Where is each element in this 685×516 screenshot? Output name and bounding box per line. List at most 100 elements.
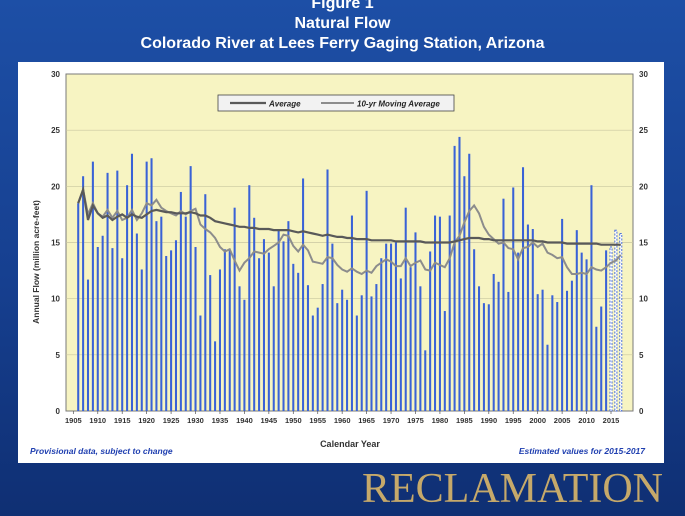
flow-bar [155, 221, 158, 411]
flow-bar [96, 246, 99, 411]
flow-bar [565, 290, 569, 411]
flow-bar [575, 230, 578, 411]
legend-moving-average-label: 10-yr Moving Average [357, 100, 440, 109]
flow-bar [600, 306, 603, 411]
flow-bar [292, 263, 295, 411]
flow-bar [267, 252, 270, 411]
y-tick-label-right: 5 [639, 351, 644, 360]
flow-bar [404, 207, 407, 411]
flow-bar [199, 315, 202, 411]
flow-bar [287, 221, 290, 411]
flow-bar [526, 224, 529, 411]
average-line [77, 185, 621, 246]
flow-bar [419, 286, 422, 411]
x-tick-label: 2015 [603, 416, 620, 425]
flow-bar [517, 252, 520, 411]
y-axis-label: Annual Flow (million acre-feet) [31, 200, 41, 324]
flow-bar [302, 178, 305, 411]
flow-bar [336, 303, 339, 411]
flow-bar [341, 289, 344, 411]
flow-bar [150, 158, 153, 411]
flow-bar [453, 145, 456, 411]
flow-bar [282, 241, 285, 411]
x-tick-label: 1975 [407, 416, 424, 425]
flow-bar [512, 187, 515, 411]
flow-bar [561, 218, 564, 411]
x-tick-label: 1925 [163, 416, 180, 425]
flow-bar [394, 242, 397, 411]
flow-bar [438, 216, 441, 411]
flow-bar [424, 350, 427, 411]
flow-bar [531, 229, 534, 411]
flow-bar [272, 286, 275, 411]
flow-bar [399, 278, 402, 411]
y-tick-label-right: 0 [639, 407, 644, 416]
flow-bar [160, 216, 163, 411]
y-tick-label-left: 0 [56, 407, 61, 416]
legend-average-label: Average [268, 100, 301, 109]
y-tick-label-right: 20 [639, 182, 648, 191]
flow-bar [463, 176, 466, 411]
flow-bar [507, 291, 510, 411]
flow-bar [331, 243, 334, 411]
flow-bar [277, 229, 280, 411]
flow-bar [429, 251, 432, 411]
flow-bar [385, 243, 388, 411]
x-tick-label: 1970 [383, 416, 400, 425]
flow-bar [468, 153, 471, 412]
x-tick-label: 1985 [456, 416, 473, 425]
flow-bar [126, 185, 129, 411]
flow-bar [145, 161, 148, 411]
x-tick-label: 1905 [65, 416, 82, 425]
flow-bar [82, 176, 85, 411]
flow-bar [233, 207, 236, 411]
flow-bar [258, 258, 261, 411]
estimated-bar [614, 229, 618, 412]
flow-bar [482, 303, 485, 411]
flow-bar [228, 250, 231, 411]
y-tick-label-right: 30 [639, 70, 648, 79]
flow-bar [91, 161, 94, 411]
flow-bar [189, 166, 192, 411]
flow-bar [380, 258, 383, 411]
flow-bar [297, 272, 300, 411]
x-tick-label: 2010 [578, 416, 595, 425]
flow-bar [248, 185, 251, 411]
estimated-bar [619, 233, 623, 412]
estimated-note: Estimated values for 2015-2017 [519, 446, 646, 456]
x-tick-label: 1955 [309, 416, 326, 425]
flow-bar [595, 326, 598, 411]
flow-bar [414, 232, 417, 411]
flow-bar [326, 169, 329, 411]
x-axis-label: Calendar Year [320, 439, 380, 449]
y-tick-label-left: 25 [51, 126, 60, 135]
flow-bar [321, 284, 324, 411]
estimated-bar [609, 246, 613, 412]
flow-bar [165, 255, 168, 411]
y-tick-label-left: 20 [51, 182, 60, 191]
x-tick-label: 2005 [554, 416, 571, 425]
x-tick-label: 1910 [89, 416, 106, 425]
flow-bar [521, 167, 525, 411]
x-axis: 1905 1910 1915 1920 1925 1930 1935 1940 1945 1950… [65, 411, 619, 425]
figure-label: Figure 1 [311, 0, 374, 12]
x-tick-label: 1995 [505, 416, 522, 425]
y-axis-right: 0 5 10 15 20 25 30 [639, 70, 648, 416]
x-tick-label: 1940 [236, 416, 253, 425]
chart-subtitle: Colorado River at Lees Ferry Gaging Stat… [140, 35, 545, 52]
flow-bar [355, 315, 358, 411]
y-tick-label-left: 10 [51, 295, 60, 304]
flow-bar [223, 249, 226, 411]
flow-bar [443, 311, 446, 411]
flow-bar [101, 235, 104, 411]
flow-bar [86, 279, 90, 411]
x-tick-label: 1930 [187, 416, 204, 425]
flow-bar [238, 286, 241, 411]
flow-bar [194, 246, 197, 411]
provisional-note: Provisional data, subject to change [30, 446, 173, 456]
flow-bar [253, 217, 256, 411]
y-tick-label-right: 25 [639, 126, 648, 135]
flow-bar [204, 194, 207, 411]
flow-bar [497, 281, 500, 411]
